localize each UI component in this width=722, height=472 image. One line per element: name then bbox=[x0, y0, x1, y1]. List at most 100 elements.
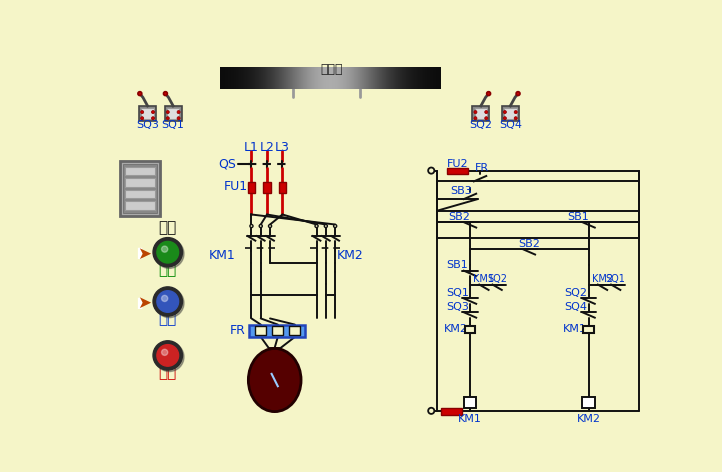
Circle shape bbox=[155, 288, 184, 318]
Circle shape bbox=[484, 110, 488, 114]
Text: SQ1: SQ1 bbox=[446, 288, 469, 298]
Text: SQ2: SQ2 bbox=[487, 274, 507, 284]
Text: KM2: KM2 bbox=[577, 413, 601, 423]
Bar bbox=[248, 182, 256, 193]
Text: 停止: 停止 bbox=[159, 365, 177, 380]
Text: SQ1: SQ1 bbox=[162, 120, 185, 130]
Circle shape bbox=[166, 117, 169, 120]
Bar bbox=[272, 326, 283, 336]
Bar bbox=[290, 326, 300, 336]
Circle shape bbox=[428, 168, 435, 174]
Bar bbox=[464, 326, 475, 333]
Circle shape bbox=[324, 225, 327, 228]
Circle shape bbox=[474, 110, 477, 114]
Circle shape bbox=[155, 239, 184, 269]
Circle shape bbox=[177, 110, 180, 114]
Text: 反转: 反转 bbox=[159, 311, 177, 326]
Circle shape bbox=[157, 242, 178, 263]
Text: SQ2: SQ2 bbox=[565, 288, 588, 298]
Text: L1: L1 bbox=[244, 141, 259, 154]
Bar bbox=[464, 397, 477, 408]
Circle shape bbox=[163, 92, 168, 95]
Circle shape bbox=[141, 117, 144, 120]
Circle shape bbox=[315, 225, 318, 228]
Text: KM1: KM1 bbox=[562, 324, 586, 334]
Bar bbox=[583, 326, 594, 333]
Circle shape bbox=[141, 110, 144, 114]
Circle shape bbox=[503, 110, 506, 114]
Bar bbox=[123, 164, 157, 213]
Text: ➤: ➤ bbox=[138, 294, 152, 312]
Circle shape bbox=[503, 117, 506, 120]
Circle shape bbox=[177, 117, 180, 120]
Text: QS: QS bbox=[219, 158, 236, 171]
Bar bbox=[263, 182, 271, 193]
Text: FR: FR bbox=[475, 162, 490, 173]
Circle shape bbox=[162, 349, 168, 355]
Circle shape bbox=[514, 117, 517, 120]
Text: KM2: KM2 bbox=[592, 274, 613, 284]
Bar bbox=[139, 106, 156, 121]
Text: ▌: ▌ bbox=[137, 248, 146, 260]
Circle shape bbox=[484, 117, 488, 120]
Circle shape bbox=[153, 237, 183, 267]
Bar bbox=[472, 106, 490, 121]
Text: SQ3: SQ3 bbox=[446, 302, 469, 312]
Circle shape bbox=[138, 92, 142, 95]
Bar bbox=[125, 178, 155, 187]
Bar bbox=[167, 108, 179, 119]
Text: SQ4: SQ4 bbox=[499, 120, 522, 130]
Text: FU2: FU2 bbox=[447, 159, 469, 169]
Text: FR: FR bbox=[230, 324, 245, 337]
Text: SQ4: SQ4 bbox=[565, 302, 588, 312]
Bar bbox=[279, 182, 287, 193]
Bar bbox=[583, 397, 595, 408]
Bar bbox=[447, 168, 469, 175]
Text: 正转: 正转 bbox=[159, 261, 177, 277]
Text: ▌: ▌ bbox=[137, 297, 146, 309]
Text: FU1: FU1 bbox=[224, 179, 248, 193]
Circle shape bbox=[162, 295, 168, 302]
Bar bbox=[256, 326, 266, 336]
Bar bbox=[502, 106, 519, 121]
Circle shape bbox=[162, 246, 168, 252]
Ellipse shape bbox=[248, 348, 301, 412]
Bar bbox=[474, 108, 487, 119]
Circle shape bbox=[152, 110, 155, 114]
Circle shape bbox=[157, 291, 178, 312]
Text: KM2: KM2 bbox=[336, 249, 363, 262]
Circle shape bbox=[153, 287, 183, 316]
Bar bbox=[249, 325, 305, 337]
Text: SQ1: SQ1 bbox=[606, 274, 626, 284]
Circle shape bbox=[474, 117, 477, 120]
Text: 电源: 电源 bbox=[159, 220, 177, 235]
Circle shape bbox=[428, 408, 435, 414]
Text: KM1: KM1 bbox=[458, 413, 482, 423]
Bar bbox=[125, 202, 155, 210]
Text: L3: L3 bbox=[275, 141, 290, 154]
Circle shape bbox=[250, 225, 253, 228]
Bar bbox=[142, 108, 154, 119]
Circle shape bbox=[153, 341, 183, 370]
Circle shape bbox=[157, 345, 178, 366]
Text: SQ2: SQ2 bbox=[469, 120, 492, 130]
Bar bbox=[165, 106, 182, 121]
Text: SB1: SB1 bbox=[567, 212, 588, 222]
Bar bbox=[504, 108, 516, 119]
Text: L2: L2 bbox=[259, 141, 274, 154]
Text: SQ3: SQ3 bbox=[136, 120, 159, 130]
Text: SB3: SB3 bbox=[450, 186, 471, 196]
Text: SB2: SB2 bbox=[518, 239, 540, 249]
Bar bbox=[125, 190, 155, 198]
Circle shape bbox=[155, 342, 184, 371]
Bar bbox=[440, 408, 462, 415]
Circle shape bbox=[259, 225, 262, 228]
Bar bbox=[125, 167, 155, 175]
Bar bbox=[120, 160, 160, 216]
Circle shape bbox=[334, 225, 336, 228]
Circle shape bbox=[166, 110, 169, 114]
Circle shape bbox=[269, 225, 271, 228]
Circle shape bbox=[487, 92, 490, 95]
Text: KM1: KM1 bbox=[209, 249, 235, 262]
Text: KM2: KM2 bbox=[444, 324, 468, 334]
